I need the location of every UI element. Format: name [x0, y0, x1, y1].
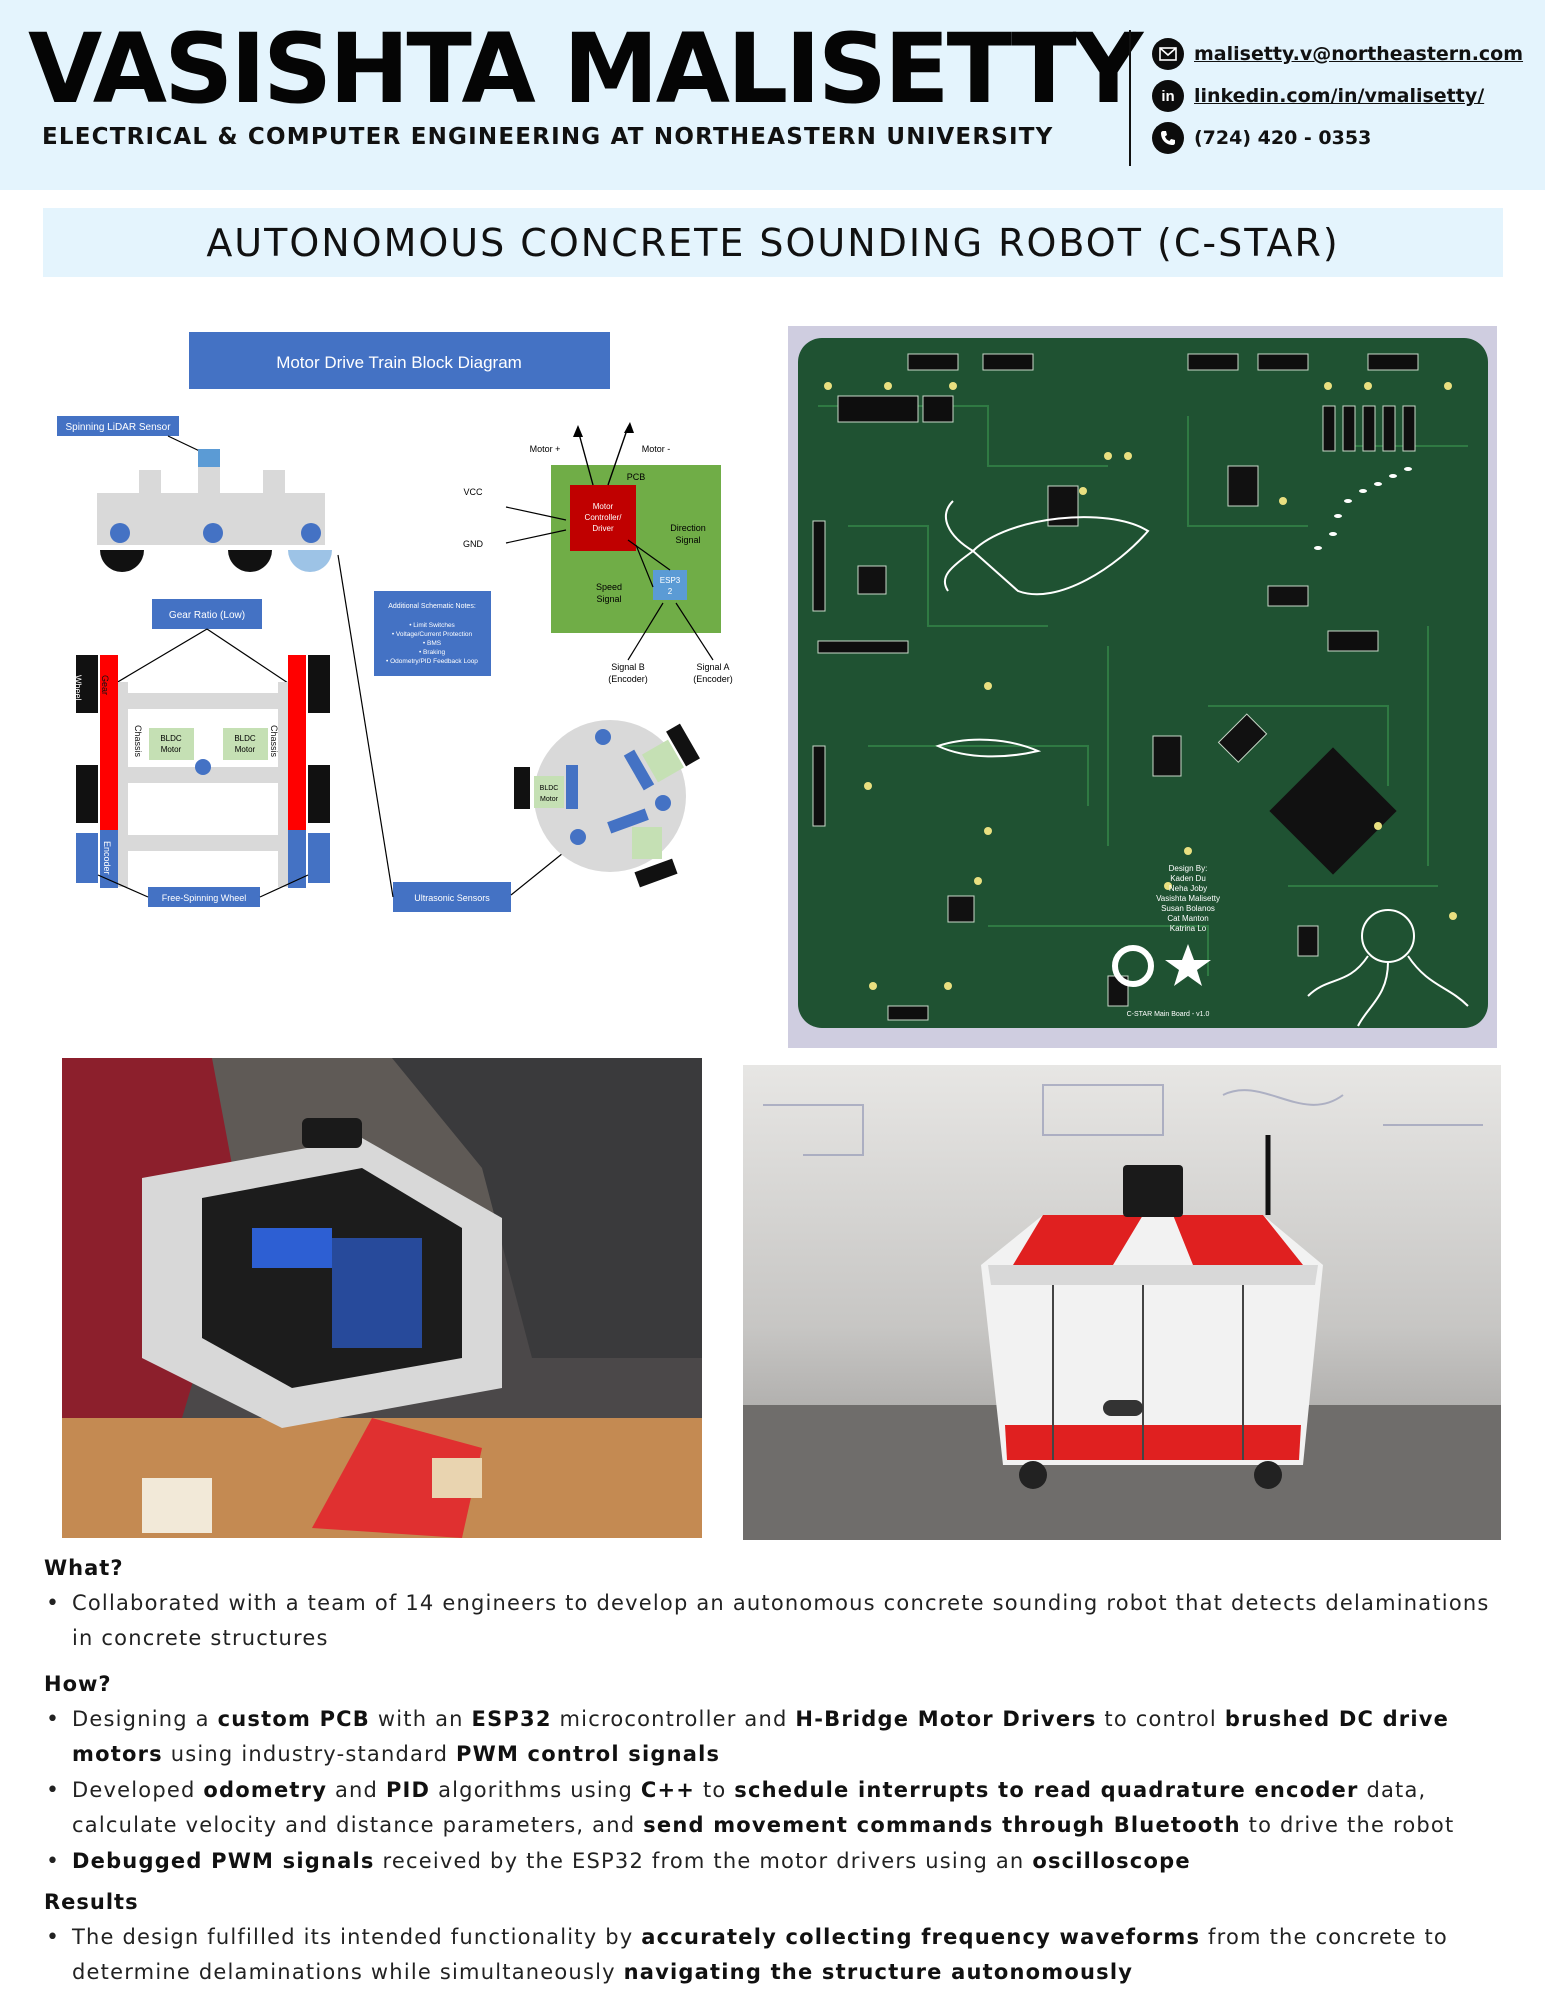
pcb-credit-6: Katrina Lo: [1170, 924, 1207, 933]
results-bullet: The design fulfilled its intended functi…: [46, 1920, 1512, 1990]
wheel-label: Wheel: [73, 675, 83, 701]
how-heading: How?: [44, 1672, 112, 1696]
esp-l1: ESP3: [660, 576, 681, 585]
bldc-top-l1: BLDC: [540, 785, 559, 792]
chassis-label-right: Chassis: [269, 725, 279, 758]
header-band: VASISHTA MALISETTY ELECTRICAL & COMPUTER…: [0, 0, 1545, 190]
note-3: • BMS: [423, 640, 442, 647]
block-diagram: Motor Drive Train Block Diagram Spinning…: [48, 325, 760, 920]
linkedin-link[interactable]: linkedin.com/in/vmalisetty/: [1194, 85, 1485, 107]
driver-l1: Motor: [593, 502, 614, 511]
speed-l1: Speed: [596, 582, 622, 592]
lidar-sensor: [198, 449, 220, 467]
pcb-render: Design By: Kaden Du Neha Joby Vasishta M…: [788, 326, 1497, 1048]
shark-artwork: [935, 738, 1042, 758]
results-heading: Results: [44, 1890, 139, 1914]
signal-b-l1: Signal B: [611, 662, 645, 672]
what-bullet: Collaborated with a team of 14 engineers…: [46, 1586, 1512, 1656]
pcb-credit-0: Design By:: [1169, 864, 1208, 873]
motor-minus-label: Motor -: [642, 444, 671, 454]
person-name: VASISHTA MALISETTY: [28, 13, 1143, 125]
email-contact[interactable]: malisetty.v@northeastern.com: [1152, 38, 1523, 70]
header-divider: [1129, 30, 1131, 166]
bldc-top-l2: Motor: [540, 796, 559, 803]
linkedin-icon: in: [1152, 80, 1184, 112]
phone-number: (724) 420 - 0353: [1194, 127, 1372, 149]
direction-l1: Direction: [670, 523, 706, 533]
bldc-l2: Motor: [161, 745, 182, 754]
phone-icon: [1152, 122, 1184, 154]
email-icon: [1152, 38, 1184, 70]
diagram-title: Motor Drive Train Block Diagram: [276, 353, 522, 372]
gear-label: Gear: [100, 675, 110, 695]
how-bullet-3: Debugged PWM signals received by the ESP…: [46, 1844, 1512, 1879]
note-1: • Limit Switches: [409, 622, 455, 629]
signal-a-l1: Signal A: [696, 662, 729, 672]
esp-l2: 2: [668, 587, 673, 596]
diagram-title-box: [189, 332, 610, 389]
chassis-label: Chassis: [133, 725, 143, 758]
driver-l3: Driver: [592, 524, 614, 533]
cstar-logo: [1112, 945, 1154, 987]
pcb-credit-4: Susan Bolanos: [1161, 904, 1215, 913]
pcb-credit-1: Kaden Du: [1170, 874, 1206, 883]
notes-title: Additional Schematic Notes:: [388, 603, 476, 610]
motor-mount-blue: [252, 1228, 332, 1268]
pcb-credit-2: Neha Joby: [1169, 884, 1207, 893]
email-link[interactable]: malisetty.v@northeastern.com: [1194, 43, 1524, 65]
how-bullet-2: Developed odometry and PID algorithms us…: [46, 1773, 1512, 1843]
finished-robot-photo: [743, 1065, 1501, 1540]
linkedin-contact[interactable]: in linkedin.com/in/vmalisetty/: [1152, 80, 1484, 112]
bldc-r2: Motor: [235, 745, 256, 754]
free-wheel-label: Free-Spinning Wheel: [162, 893, 247, 903]
project-title: AUTONOMOUS CONCRETE SOUNDING ROBOT (C-ST…: [206, 220, 1340, 265]
pcb-credit-3: Vasishta Malisetty: [1156, 894, 1220, 903]
lidar-label-box: [57, 416, 179, 436]
driver-l2: Controller/: [585, 513, 623, 522]
robot-lidar: [1123, 1165, 1183, 1217]
project-title-bar: AUTONOMOUS CONCRETE SOUNDING ROBOT (C-ST…: [43, 208, 1503, 277]
pcb-blue: [332, 1238, 422, 1348]
red-tray: [312, 1418, 482, 1538]
gnd-label: GND: [463, 539, 484, 549]
person-subtitle: ELECTRICAL & COMPUTER ENGINEERING AT NOR…: [42, 124, 1054, 150]
lidar-label: Spinning LiDAR Sensor: [65, 422, 171, 433]
person-grey-shirt: [392, 1058, 702, 1358]
pcb-credit-5: Cat Manton: [1167, 914, 1208, 923]
bldc-l1: BLDC: [160, 734, 182, 743]
gear-ratio-label: Gear Ratio (Low): [169, 610, 245, 621]
lidar-unit: [302, 1118, 362, 1148]
assembly-photo: [62, 1058, 702, 1538]
signal-a-l2: (Encoder): [693, 674, 733, 684]
phone-contact[interactable]: (724) 420 - 0353: [1152, 122, 1371, 154]
signal-b-l2: (Encoder): [608, 674, 648, 684]
how-bullet-1: Designing a custom PCB with an ESP32 mic…: [46, 1702, 1512, 1772]
note-4: • Braking: [419, 649, 446, 656]
ultrasonic-label: Ultrasonic Sensors: [414, 893, 490, 903]
star-logo: [1165, 944, 1211, 986]
note-2: • Voltage/Current Protection: [392, 631, 473, 638]
direction-l2: Signal: [675, 535, 700, 545]
motor-plus-label: Motor +: [530, 444, 561, 454]
speed-l2: Signal: [596, 594, 621, 604]
pcb-board-name: C-STAR Main Board - v1.0: [1127, 1011, 1210, 1018]
what-heading: What?: [44, 1556, 124, 1580]
encoder-label: Encoder: [102, 841, 112, 875]
vcc-label: VCC: [463, 487, 483, 497]
pcb-label: PCB: [627, 472, 646, 482]
ultrasonic-sensor: [1103, 1400, 1143, 1416]
note-5: • Odometry/PID Feedback Loop: [386, 658, 478, 665]
whale-artwork: [971, 516, 1150, 596]
bldc-r1: BLDC: [234, 734, 256, 743]
